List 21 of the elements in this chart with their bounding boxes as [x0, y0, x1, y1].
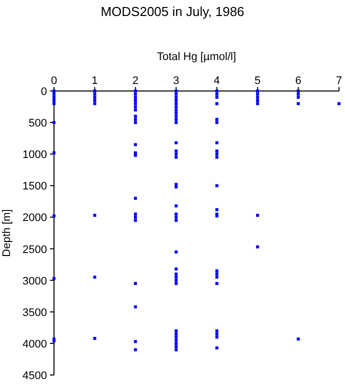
y-tick-label: 2000	[22, 212, 47, 224]
y-tick-label: 4000	[22, 338, 47, 350]
y-axis-title: Depth [m]	[1, 209, 13, 257]
x-tick-label: 1	[92, 75, 98, 87]
y-tick-label: 2500	[22, 244, 47, 256]
x-tick-label: 4	[214, 75, 220, 87]
chart-title: MODS2005 in July, 1986	[100, 4, 244, 19]
y-tick-label: 3000	[22, 275, 47, 288]
y-tick-label: 3500	[22, 306, 47, 319]
x-tick-label: 2	[132, 75, 138, 87]
x-tick-label: 0	[50, 75, 58, 87]
x-tick-label: 3	[173, 75, 180, 87]
y-tick-label: 1000	[22, 149, 47, 162]
x-tick-label: 5	[254, 75, 261, 87]
y-tick-label: 1500	[22, 180, 47, 193]
y-tick-label: 0	[40, 86, 47, 98]
y-tick-label: 500	[28, 118, 47, 130]
y-tick-label: 4500	[22, 370, 47, 382]
x-tick-label: 7	[336, 75, 342, 87]
x-axis-title: Total Hg [µmol/l]	[156, 51, 236, 63]
x-tick-label: 6	[295, 75, 302, 87]
